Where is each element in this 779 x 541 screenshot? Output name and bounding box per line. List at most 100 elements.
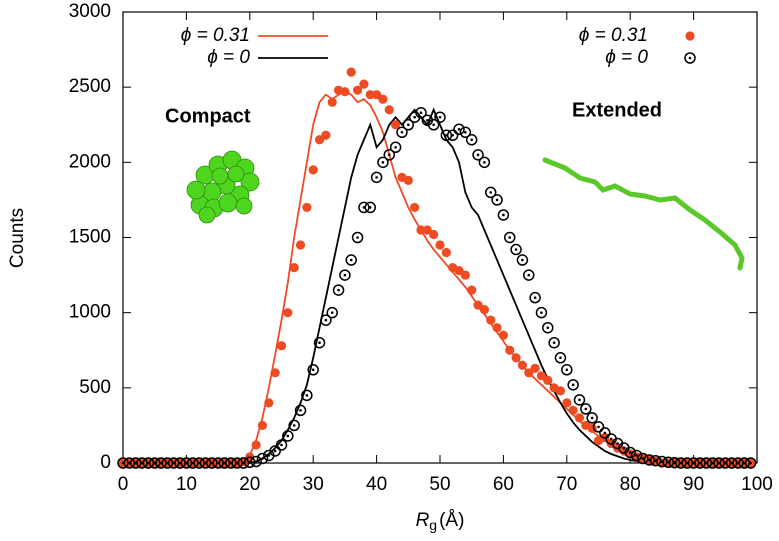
data-point	[548, 336, 560, 349]
data-point	[511, 353, 521, 363]
data-point	[358, 201, 370, 214]
data-point	[574, 413, 585, 423]
data-point	[155, 457, 167, 469]
data-point-dot	[387, 153, 391, 157]
data-point	[212, 457, 224, 469]
data-point	[391, 120, 401, 130]
x-tick-label: 30	[303, 474, 324, 495]
data-point	[643, 454, 655, 466]
data-point	[478, 156, 491, 169]
data-point	[365, 90, 375, 100]
data-point	[283, 308, 293, 318]
data-point-dot	[559, 356, 562, 360]
data-point	[364, 201, 377, 214]
data-point-dot	[432, 123, 435, 127]
data-point-dot	[311, 368, 315, 372]
data-point-dot	[349, 258, 353, 262]
data-point	[440, 129, 453, 142]
x-tick-label: 80	[620, 474, 641, 495]
data-point	[473, 300, 483, 310]
data-point	[738, 457, 751, 469]
data-point	[516, 254, 529, 266]
data-point	[517, 360, 528, 370]
data-point-dot	[565, 368, 569, 372]
data-point	[180, 457, 193, 469]
annotation: Compact	[165, 105, 251, 127]
data-point-dot	[330, 311, 334, 314]
data-point	[346, 67, 356, 77]
data-point	[434, 111, 446, 123]
data-point	[302, 202, 312, 213]
legend-marker-dot	[688, 56, 692, 60]
data-point	[486, 315, 496, 325]
data-point	[586, 412, 598, 424]
data-point	[529, 291, 541, 304]
data-point-dot	[540, 311, 543, 314]
data-point	[237, 457, 250, 469]
data-point	[580, 403, 592, 415]
data-point	[453, 123, 465, 136]
data-point	[543, 375, 553, 385]
data-point	[313, 336, 326, 349]
data-point	[289, 262, 299, 273]
data-point	[446, 129, 459, 142]
y-tick-label: 2500	[69, 76, 111, 97]
data-point	[668, 456, 681, 469]
data-point	[270, 368, 280, 378]
data-point-dot	[464, 130, 467, 134]
legend-label: ϕ = 0	[207, 47, 250, 68]
data-point	[599, 427, 611, 439]
data-point	[231, 457, 243, 469]
data-point	[383, 149, 396, 161]
x-tick-label: 100	[741, 474, 773, 495]
data-point-dot	[337, 288, 340, 292]
data-point-dot	[514, 248, 518, 251]
data-point	[687, 457, 700, 469]
data-point	[251, 440, 261, 450]
data-point-dot	[457, 127, 461, 131]
data-point	[250, 455, 262, 468]
data-point	[479, 305, 489, 315]
data-point	[535, 306, 548, 319]
data-point-dot	[254, 460, 258, 463]
data-point-dot	[451, 133, 454, 137]
annotation: Extended	[572, 99, 662, 121]
data-point-dot	[368, 206, 372, 209]
legend-label: ϕ = 0.31	[181, 25, 250, 46]
data-point-dot	[635, 454, 638, 457]
data-point	[276, 341, 287, 351]
data-point-dot	[400, 130, 404, 134]
data-point-dot	[603, 431, 607, 435]
data-point	[257, 420, 268, 431]
data-point	[340, 87, 350, 97]
series-line	[123, 90, 751, 464]
data-point-dot	[502, 213, 505, 217]
data-point-dot	[609, 437, 613, 441]
data-point-dot	[571, 383, 575, 387]
data-point	[523, 269, 535, 281]
data-point-dot	[546, 326, 550, 330]
data-point	[459, 126, 472, 139]
data-point-dot	[413, 115, 416, 119]
data-point	[352, 85, 363, 95]
y-tick-label: 500	[79, 377, 111, 398]
y-tick-label: 1000	[69, 302, 111, 323]
data-point	[498, 330, 508, 340]
data-point	[497, 209, 510, 221]
data-point	[275, 439, 288, 451]
data-point	[467, 285, 477, 295]
data-point	[573, 394, 586, 406]
data-point	[429, 229, 439, 240]
data-point	[568, 405, 578, 415]
data-point-dot	[426, 118, 429, 122]
data-point	[244, 456, 256, 468]
data-point-dot	[584, 407, 588, 411]
data-point-dot	[438, 115, 442, 119]
data-point-dot	[616, 442, 619, 445]
data-point	[744, 457, 757, 469]
data-point	[554, 352, 567, 364]
data-point-dot	[261, 457, 264, 460]
data-point-dot	[508, 236, 512, 239]
data-point	[416, 225, 426, 235]
data-point	[301, 389, 313, 402]
